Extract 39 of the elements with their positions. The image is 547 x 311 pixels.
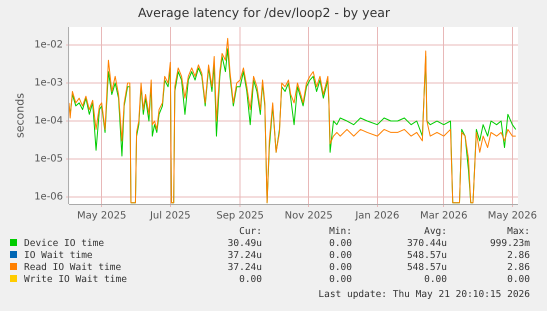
x-tick-label: Sep 2025 xyxy=(216,210,264,222)
legend-label: IO Wait time xyxy=(23,250,94,262)
x-tick-label: May 2026 xyxy=(488,210,538,222)
chart-title: Average latency for /dev/loop2 - by year xyxy=(138,4,391,20)
x-tick-label: May 2025 xyxy=(77,210,126,222)
text: Min: xyxy=(328,226,352,238)
text: Avg: xyxy=(423,226,447,238)
text: 37.24u xyxy=(226,262,262,274)
text: Last update: Thu May 21 20:10:15 2026 xyxy=(318,289,530,300)
y-tick-label: 1e-03 xyxy=(34,78,64,89)
text: 548.57u xyxy=(406,262,447,274)
text: 0.00 xyxy=(328,262,352,274)
x-tick-label: Jul 2025 xyxy=(148,210,191,222)
text: 370.44u xyxy=(406,238,447,250)
y-tick-label: 1e-06 xyxy=(34,191,64,202)
text: 0.00 xyxy=(238,274,262,286)
y-tick-label: 1e-02 xyxy=(34,40,64,51)
y-tick-label: 1e-05 xyxy=(34,154,64,165)
text: 0.00 xyxy=(328,250,352,262)
x-tick-label: Jan 2026 xyxy=(354,210,400,222)
y-axis-title: seconds xyxy=(13,92,26,138)
text: 0.00 xyxy=(328,238,352,250)
y-tick-label: 1e-04 xyxy=(34,116,64,127)
text: 37.24u xyxy=(226,250,262,262)
text: 0.00 xyxy=(423,274,447,286)
text: 999.23m xyxy=(488,238,530,250)
x-tick-label: Nov 2025 xyxy=(284,210,333,222)
legend-label: Device IO time xyxy=(23,238,106,250)
text: Max: xyxy=(506,226,530,238)
x-tick-label: Mar 2026 xyxy=(420,210,468,222)
text: 2.86 xyxy=(506,262,530,274)
text: 0.00 xyxy=(328,274,352,286)
text: 2.86 xyxy=(506,250,530,262)
text: 548.57u xyxy=(406,250,447,262)
legend-label: Write IO Wait time xyxy=(23,274,128,286)
text: 0.00 xyxy=(506,274,530,286)
legend-label: Read IO Wait time xyxy=(23,262,122,274)
text: 30.49u xyxy=(226,238,262,250)
text: Cur: xyxy=(238,226,262,238)
